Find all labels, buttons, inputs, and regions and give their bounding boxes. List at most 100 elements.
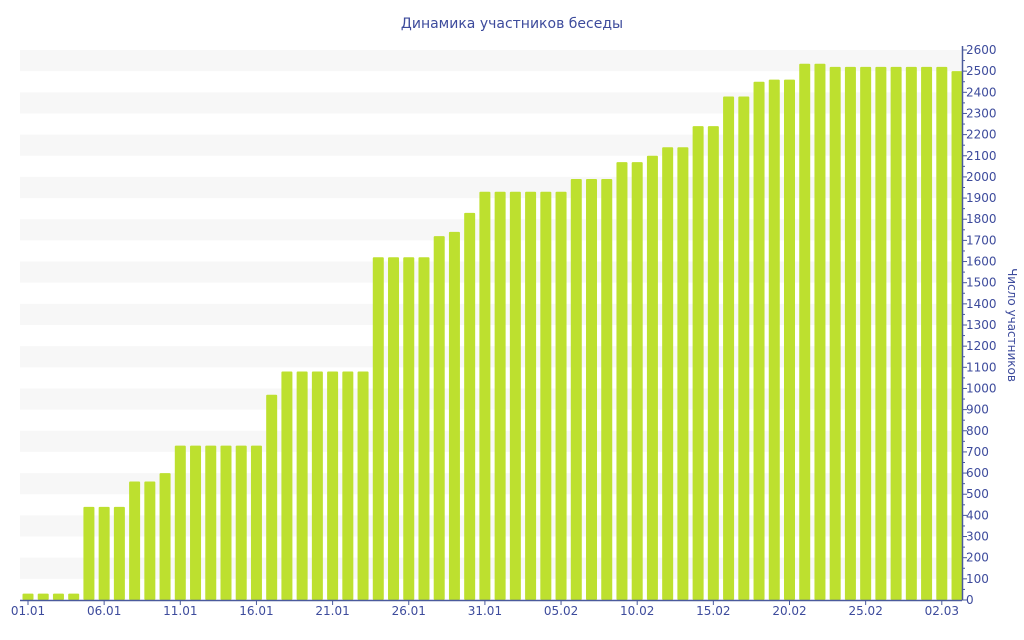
y-tick-label: 500	[966, 487, 989, 501]
y-tick-label: 2400	[966, 85, 997, 99]
y-tick-label: 2100	[966, 149, 997, 163]
bar-24.02	[844, 66, 856, 600]
y-tick-label: 1900	[966, 191, 997, 205]
bar-15.02	[707, 126, 719, 601]
y-axis: 0 100 200 300 400 500 600 700 800 900 1000 1100 1200…	[961, 43, 997, 607]
bar-22.01	[342, 371, 354, 600]
x-tick-label: 25.02	[848, 604, 882, 618]
x-tick-label: 06.01	[87, 604, 121, 618]
bar-11.01	[174, 445, 186, 600]
y-tick-label: 600	[966, 466, 989, 480]
chart-title: Динамика участников беседы	[401, 16, 623, 32]
bar-23.02	[829, 66, 841, 600]
x-tick-label: 01.01	[11, 604, 45, 618]
bar-08.02	[601, 179, 613, 601]
bar-09.01	[144, 481, 156, 600]
x-tick-label: 11.01	[163, 604, 197, 618]
bar-22.02	[814, 63, 826, 600]
y-tick-label: 800	[966, 424, 989, 438]
bar-19.01	[296, 371, 308, 600]
bar-20.01	[311, 371, 323, 600]
y-tick-label: 1400	[966, 297, 997, 311]
bar-10.02	[631, 162, 643, 600]
bar-17.02	[738, 96, 750, 601]
bar-24.01	[372, 257, 384, 600]
x-tick-label: 26.01	[392, 604, 426, 618]
y-axis-label: Число участников	[1005, 268, 1019, 382]
y-tick-label: 1000	[966, 381, 997, 395]
bar-04.01	[68, 593, 80, 600]
bar-04.02	[540, 191, 552, 600]
y-tick-label: 2200	[966, 128, 997, 142]
bar-16.01	[250, 445, 262, 600]
bar-03.02	[525, 191, 537, 600]
x-tick-label: 10.02	[620, 604, 654, 618]
bar-11.02	[646, 155, 658, 600]
y-tick-label: 1300	[966, 318, 997, 332]
bar-13.01	[205, 445, 217, 600]
bar-14.02	[692, 126, 704, 601]
y-tick-label: 1700	[966, 233, 997, 247]
bar-15.01	[235, 445, 247, 600]
bars	[22, 63, 963, 601]
bar-05.01	[83, 506, 95, 600]
bar-17.01	[266, 394, 278, 600]
y-tick-label: 400	[966, 508, 989, 522]
bar-12.02	[662, 147, 674, 601]
bar-26.02	[875, 66, 887, 600]
y-tick-label: 700	[966, 445, 989, 459]
grid-band	[20, 50, 962, 72]
bar-18.02	[753, 81, 765, 600]
y-tick-label: 2000	[966, 170, 997, 184]
bar-27.02	[890, 66, 902, 600]
bar-06.01	[98, 506, 110, 600]
x-tick-label: 05.02	[544, 604, 578, 618]
y-tick-label: 1100	[966, 360, 997, 374]
bar-23.01	[357, 371, 369, 600]
bar-16.02	[723, 96, 735, 601]
y-tick-label: 300	[966, 530, 989, 544]
y-tick-label: 900	[966, 403, 989, 417]
x-tick-label: 31.01	[468, 604, 502, 618]
bar-02.01	[37, 593, 49, 600]
y-tick-label: 0	[966, 593, 974, 607]
bar-02.03	[936, 66, 948, 600]
bar-14.01	[220, 445, 232, 600]
bar-09.02	[616, 162, 628, 600]
bar-08.01	[129, 481, 141, 600]
bar-20.02	[784, 79, 795, 601]
bar-01.03	[921, 66, 933, 600]
bar-10.01	[159, 473, 171, 600]
bar-27.01	[418, 257, 430, 600]
x-tick-label: 02.03	[925, 604, 959, 618]
bar-06.02	[570, 179, 582, 601]
bar-01.01	[22, 593, 34, 600]
bar-31.01	[479, 191, 491, 600]
bar-07.02	[586, 179, 598, 601]
bar-25.02	[860, 66, 872, 600]
bar-21.02	[799, 63, 811, 600]
x-axis: 01.01 06.01 11.01 16.01 21.01 26.01 31.01 05.02…	[11, 599, 962, 618]
x-tick-label: 16.01	[239, 604, 273, 618]
y-tick-label: 2500	[966, 64, 997, 78]
bar-01.02	[494, 191, 506, 600]
bar-13.02	[677, 147, 689, 601]
x-tick-label: 20.02	[772, 604, 806, 618]
bar-28.01	[433, 236, 445, 600]
bar-18.01	[281, 371, 293, 600]
y-tick-label: 1800	[966, 212, 997, 226]
bar-21.01	[327, 371, 339, 600]
bar-28.02	[905, 66, 917, 600]
bar-30.01	[464, 212, 476, 600]
x-tick-label: 15.02	[696, 604, 730, 618]
bar-25.01	[388, 257, 400, 600]
bar-03.03	[951, 71, 963, 600]
y-tick-label: 1200	[966, 339, 997, 353]
bar-19.02	[768, 79, 780, 601]
bar-02.02	[509, 191, 521, 600]
y-tick-label: 200	[966, 551, 989, 565]
y-tick-label: 1600	[966, 255, 997, 269]
y-tick-label: 100	[966, 572, 989, 586]
y-tick-label: 2300	[966, 106, 997, 120]
